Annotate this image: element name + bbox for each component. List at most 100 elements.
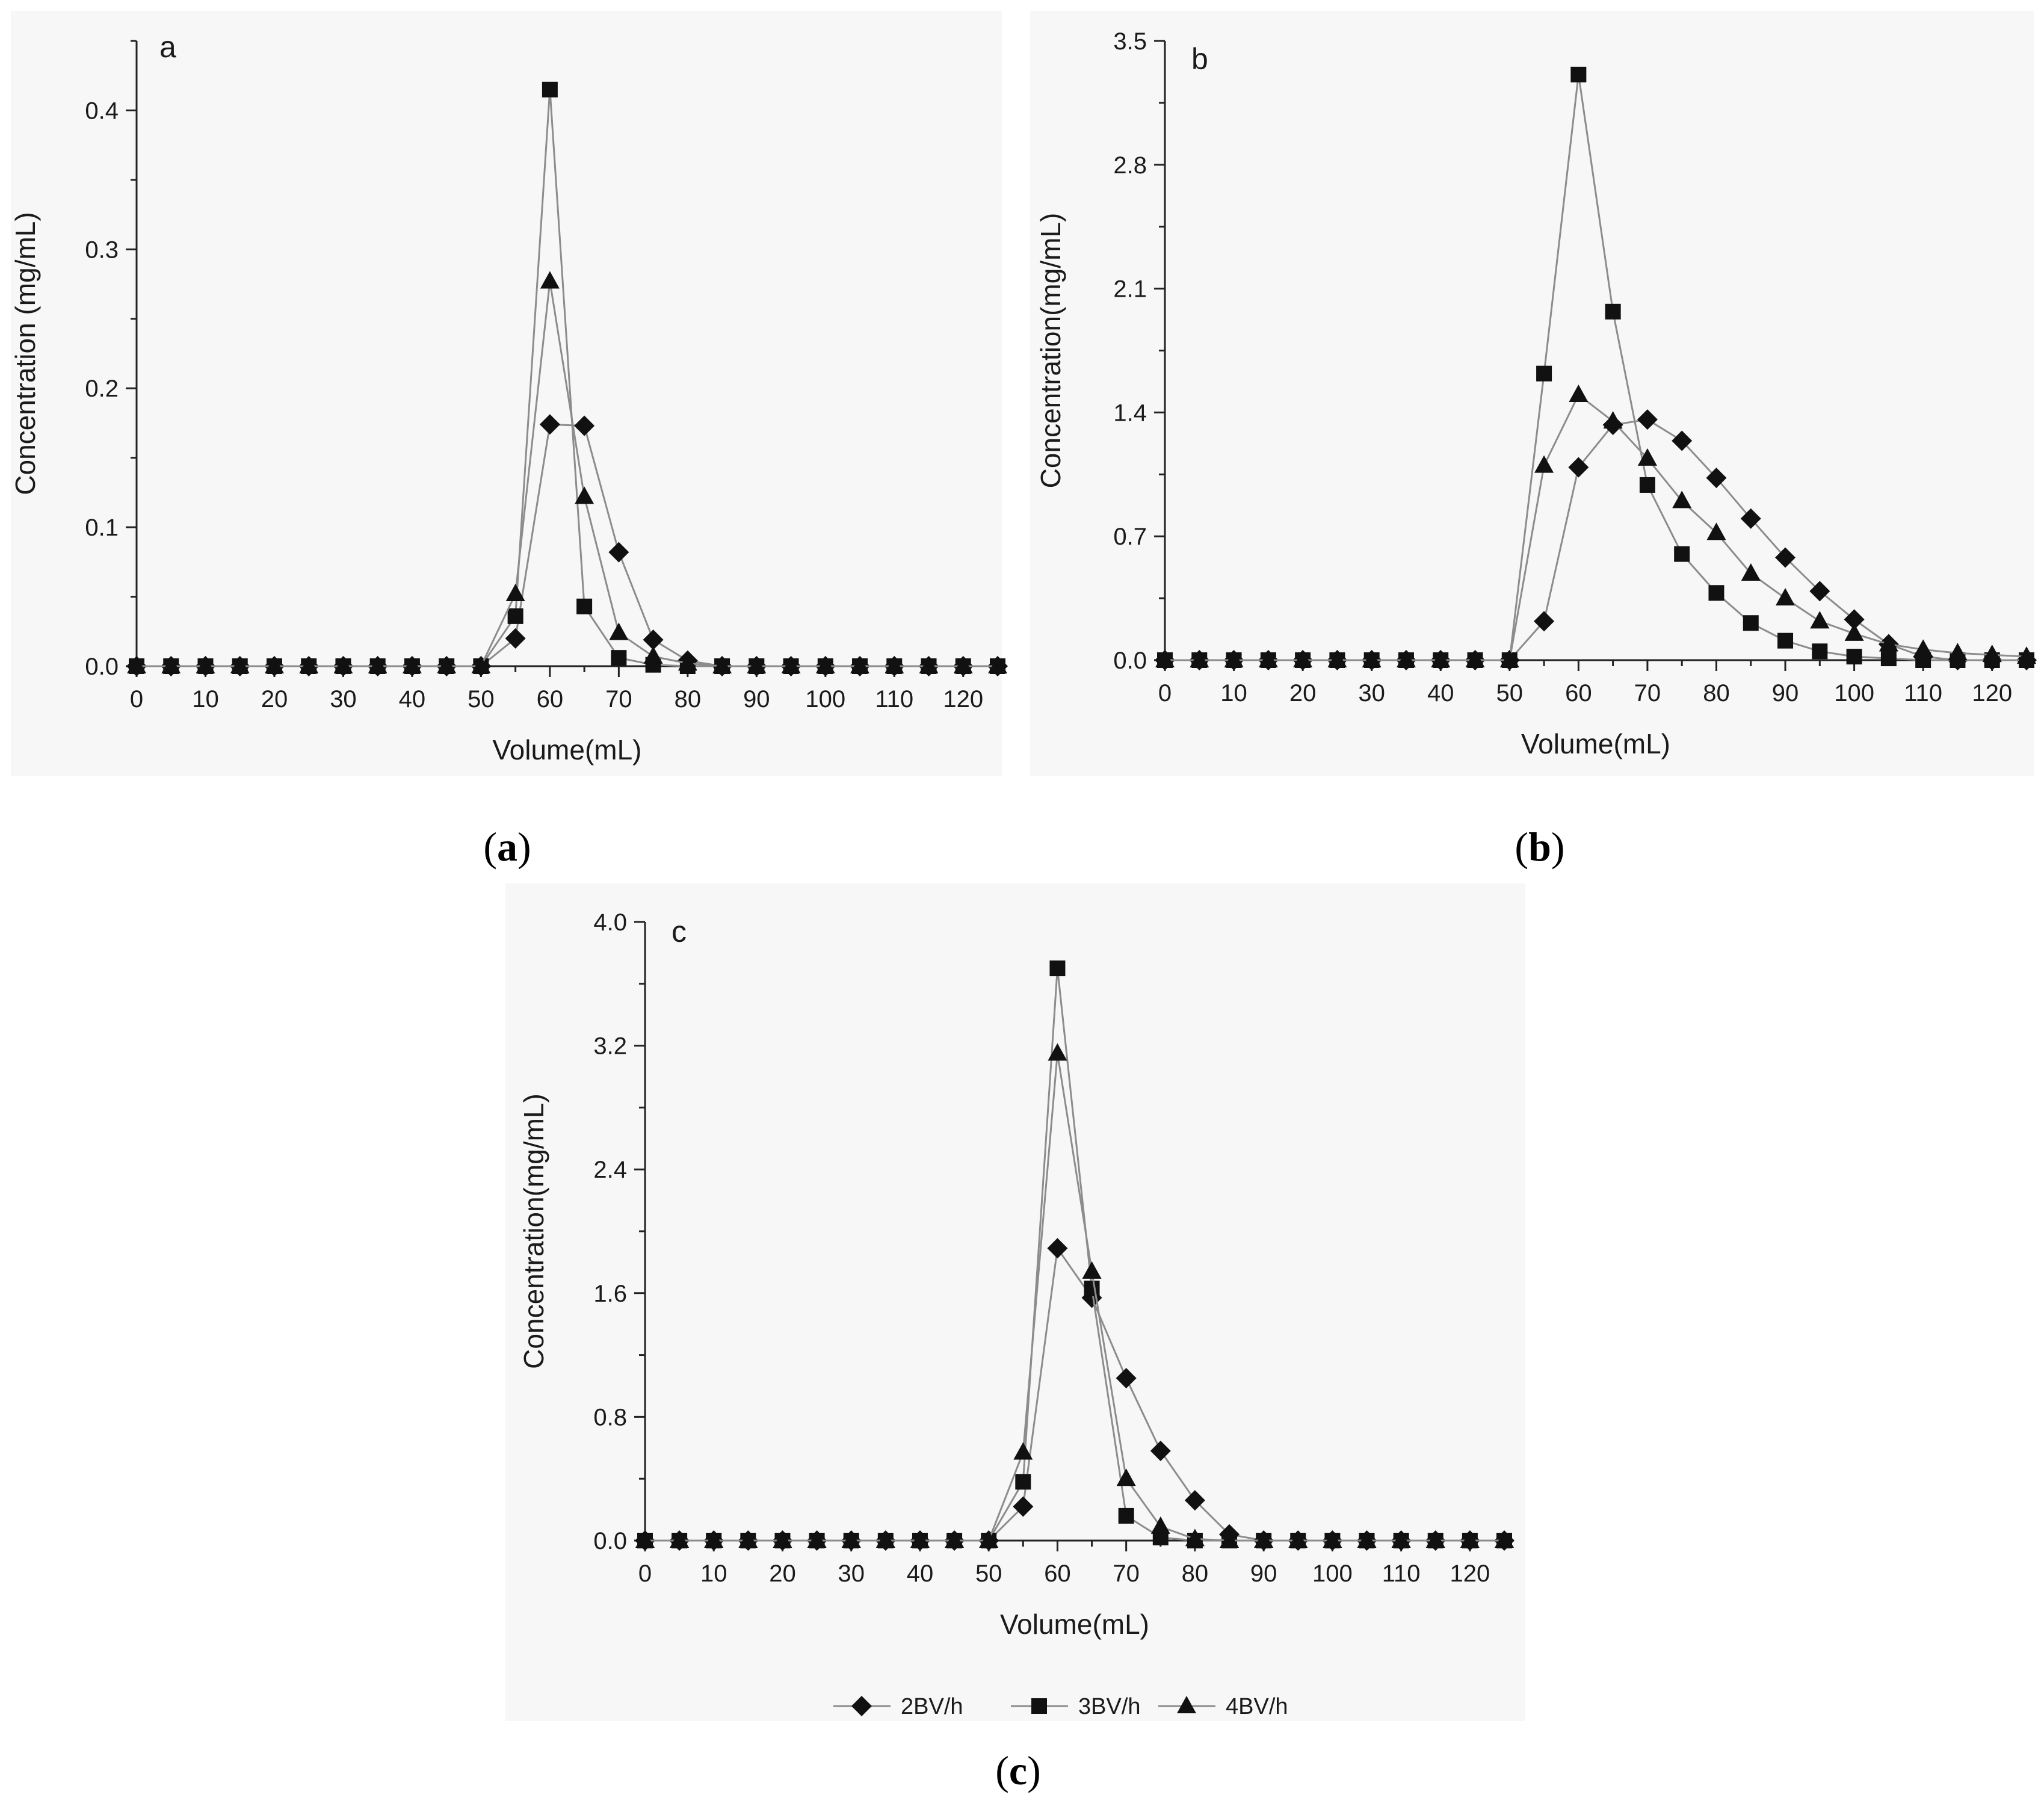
data-point-diamond	[1637, 409, 1658, 430]
caption-close: )	[1551, 824, 1565, 870]
data-point-triangle	[1396, 650, 1416, 667]
x-tick-label: 90	[1250, 1560, 1277, 1587]
data-point-square	[507, 608, 523, 624]
data-point-triangle	[1288, 1530, 1308, 1548]
data-point-triangle	[1185, 1529, 1205, 1547]
data-point-triangle	[635, 1530, 655, 1548]
data-point-triangle	[368, 656, 387, 673]
panel-caption: (b)	[1514, 824, 1564, 870]
data-point-triangle	[1258, 650, 1278, 667]
panel-letter: c	[672, 915, 687, 948]
data-point-triangle	[1425, 1530, 1445, 1548]
data-point-triangle	[230, 656, 250, 673]
series-line	[137, 281, 998, 667]
data-point-triangle	[1150, 1516, 1170, 1534]
series-line	[1165, 393, 2027, 661]
data-point-triangle	[678, 653, 697, 671]
x-tick-label: 60	[537, 686, 564, 713]
data-point-triangle	[1948, 643, 1968, 661]
x-tick-label: 70	[605, 686, 632, 713]
data-point-square	[1777, 632, 1794, 649]
data-point-triangle	[945, 1530, 965, 1548]
data-point-square	[611, 650, 627, 666]
data-point-triangle	[704, 1530, 724, 1548]
legend-marker-triangle	[1177, 1696, 1196, 1713]
legend-item-diamond: 2BV/h	[833, 1694, 963, 1719]
data-point-diamond	[505, 628, 526, 649]
series-triangle	[635, 1043, 1514, 1548]
y-tick-label: 4.0	[593, 909, 627, 936]
data-point-triangle	[609, 622, 629, 640]
panel-letter: b	[1191, 42, 1208, 76]
data-point-triangle	[471, 656, 491, 673]
x-tick-label: 70	[1113, 1560, 1140, 1587]
x-axis-title: Volume(mL)	[1521, 728, 1670, 759]
x-tick-label: 0	[638, 1560, 652, 1587]
data-point-diamond	[1672, 430, 1693, 451]
data-point-square	[1049, 960, 1066, 977]
data-point-diamond	[1740, 508, 1761, 529]
data-point-diamond	[1013, 1496, 1034, 1517]
caption-close: )	[1027, 1748, 1041, 1793]
x-tick-label: 50	[468, 686, 495, 713]
x-axis-title: Volume(mL)	[1000, 1609, 1149, 1640]
panel-background	[1030, 11, 2034, 776]
data-point-triangle	[807, 1530, 827, 1548]
data-point-triangle	[670, 1530, 690, 1548]
data-point-diamond	[1184, 1490, 1205, 1511]
caption-letter: a	[497, 824, 517, 870]
y-axis-title: Concentration(mg/mL)	[518, 1093, 549, 1369]
data-point-triangle	[919, 656, 939, 673]
x-tick-label: 90	[1772, 680, 1799, 706]
data-point-diamond	[1568, 457, 1589, 478]
data-point-diamond	[1775, 547, 1796, 568]
data-point-triangle	[643, 646, 663, 664]
data-point-triangle	[988, 656, 1007, 673]
x-tick-label: 10	[192, 686, 219, 713]
legend-marker-square	[1031, 1698, 1047, 1714]
data-point-triangle	[1810, 611, 1830, 629]
x-tick-label: 20	[769, 1560, 796, 1587]
data-point-triangle	[1048, 1043, 1067, 1061]
panel-caption: (c)	[995, 1748, 1041, 1793]
x-tick-label: 30	[838, 1560, 865, 1587]
x-tick-label: 80	[1703, 680, 1730, 706]
data-point-triangle	[1254, 1530, 1274, 1548]
y-tick-label: 2.4	[593, 1157, 627, 1183]
data-point-square	[576, 598, 593, 614]
caption-open: (	[483, 824, 497, 870]
data-point-square	[1674, 546, 1690, 562]
data-point-triangle	[815, 656, 835, 673]
data-point-triangle	[712, 656, 732, 673]
legend-item-triangle: 4BV/h	[1158, 1694, 1288, 1719]
y-tick-label: 1.4	[1113, 400, 1147, 426]
data-point-triangle	[738, 1530, 758, 1548]
data-point-square	[1084, 1281, 1100, 1297]
data-point-triangle	[979, 1530, 999, 1548]
caption-letter: c	[1009, 1748, 1027, 1793]
x-tick-label: 40	[399, 686, 426, 713]
data-point-triangle	[841, 1530, 861, 1548]
series-line	[645, 1053, 1504, 1542]
x-tick-label: 120	[943, 686, 983, 713]
data-point-diamond	[1706, 468, 1727, 489]
data-point-triangle	[437, 656, 457, 673]
data-point-diamond	[539, 414, 560, 435]
x-tick-label: 110	[1904, 680, 1942, 706]
data-point-triangle	[747, 656, 767, 673]
x-tick-label: 110	[875, 686, 913, 713]
data-point-triangle	[1672, 490, 1692, 509]
data-point-triangle	[1220, 1530, 1240, 1548]
data-point-square	[1880, 651, 1897, 667]
data-point-square	[1015, 1474, 1031, 1490]
data-point-square	[1639, 477, 1655, 493]
y-tick-label: 0.2	[85, 376, 119, 402]
data-point-triangle	[264, 656, 284, 673]
data-point-triangle	[2017, 646, 2036, 664]
data-point-triangle	[333, 656, 353, 673]
data-point-triangle	[575, 486, 594, 504]
y-tick-label: 2.1	[1113, 276, 1147, 303]
series-triangle	[127, 271, 1007, 673]
x-axis-title: Volume(mL)	[493, 734, 642, 765]
data-point-square	[1536, 365, 1552, 382]
